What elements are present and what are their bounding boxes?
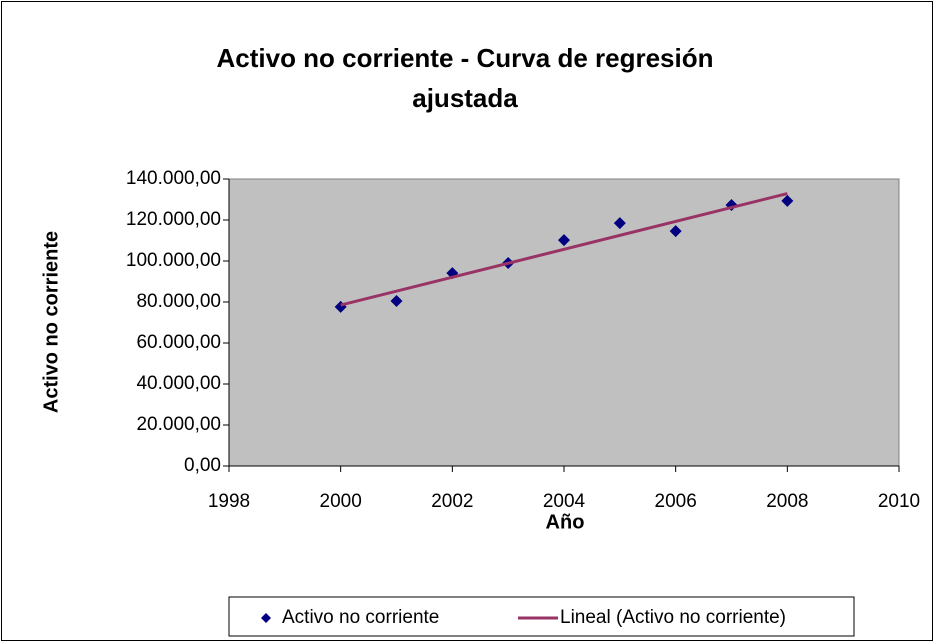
trend-line [340, 192, 788, 307]
y-tick-label: 0,00 [184, 455, 221, 476]
x-tick-label: 2002 [431, 491, 473, 512]
legend-label: Lineal (Activo no corriente) [560, 607, 786, 628]
y-tick-label: 100.000,00 [126, 250, 221, 271]
x-tick-label: 2008 [766, 491, 808, 512]
legend-label: Activo no corriente [282, 607, 439, 628]
data-point [390, 294, 403, 307]
x-tick-label: 1998 [208, 491, 250, 512]
y-axis-title: Activo no corriente [40, 231, 62, 413]
plot-area [228, 178, 900, 467]
y-tick-label: 40.000,00 [136, 373, 221, 394]
chart-title: ajustada [412, 83, 518, 113]
y-tick-label: 20.000,00 [136, 414, 221, 435]
chart-title: Activo no corriente - Curva de regresión [216, 43, 713, 73]
data-point [558, 234, 570, 247]
x-tick-label: 2010 [878, 491, 920, 512]
legend-marker [261, 613, 271, 623]
x-tick-label: 2004 [543, 491, 586, 512]
data-point [613, 217, 626, 230]
y-tick-label: 60.000,00 [136, 332, 221, 353]
y-tick-label: 80.000,00 [136, 291, 221, 312]
x-tick-label: 2006 [655, 491, 697, 512]
data-point [669, 225, 682, 238]
data-point [781, 194, 794, 207]
x-tick-label: 2000 [320, 491, 362, 512]
x-axis-title: Año [546, 511, 585, 533]
y-tick-label: 120.000,00 [126, 209, 221, 230]
y-tick-label: 140.000,00 [126, 168, 221, 189]
